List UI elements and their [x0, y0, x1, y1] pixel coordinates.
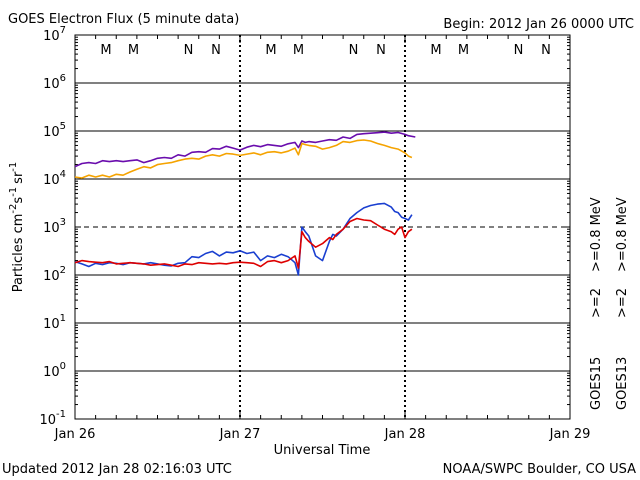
series-group — [74, 131, 416, 276]
y-axis-title: Particles cm-2s-1sr-1 — [8, 162, 26, 293]
y-tick-label: 106 — [43, 73, 66, 92]
mn-marker: M — [128, 43, 139, 58]
series-line-3 — [74, 217, 413, 269]
series-line-1 — [74, 139, 413, 179]
x-tick-label: Jan 29 — [549, 427, 591, 442]
series-line-2 — [74, 202, 413, 276]
mn-marker: M — [293, 43, 304, 58]
x-axis: Jan 26 Jan 27 Jan 28 Jan 29 — [54, 35, 591, 442]
legend-goes15-08mev: >=0.8 MeV — [589, 197, 604, 272]
y-tick-label: 102 — [43, 265, 66, 284]
legend-goes13: GOES13 — [615, 357, 630, 410]
mn-marker: N — [184, 43, 194, 58]
mn-marker: N — [541, 43, 551, 58]
mn-marker: N — [376, 43, 386, 58]
mn-marker: N — [211, 43, 221, 58]
y-axis: 107 106 105 104 103 102 101 100 10-1 — [39, 25, 570, 428]
updated-timestamp: Updated 2012 Jan 28 02:16:03 UTC — [2, 462, 232, 477]
series-line-0 — [74, 131, 416, 168]
y-tick-label: 100 — [43, 361, 66, 380]
x-axis-title: Universal Time — [274, 443, 371, 458]
legend-goes13-08mev: >=0.8 MeV — [615, 197, 630, 272]
y-tick-label: 105 — [43, 121, 66, 140]
y-tick-label: 10-1 — [39, 409, 66, 428]
credit: NOAA/SWPC Boulder, CO USA — [443, 462, 636, 477]
begin-time: Begin: 2012 Jan 26 0000 UTC — [443, 17, 634, 32]
gridlines — [75, 35, 570, 419]
y-tick-label: 107 — [43, 25, 66, 44]
legend-goes15: GOES15 — [589, 357, 604, 410]
y-tick-label: 101 — [43, 313, 66, 332]
mn-marker: M — [430, 43, 441, 58]
y-tick-label: 103 — [43, 217, 66, 236]
mn-marker: M — [458, 43, 469, 58]
x-tick-label: Jan 28 — [384, 427, 426, 442]
x-tick-label: Jan 26 — [54, 427, 96, 442]
chart-title: GOES Electron Flux (5 minute data) — [8, 12, 239, 27]
y-tick-label: 104 — [43, 169, 66, 188]
legend-goes13-2mev: >=2 — [615, 288, 630, 318]
mn-marker: M — [265, 43, 276, 58]
x-tick-label: Jan 27 — [219, 427, 261, 442]
mn-marker: N — [514, 43, 524, 58]
mn-marker: M — [100, 43, 111, 58]
mn-marker: N — [349, 43, 359, 58]
legend-goes15-2mev: >=2 — [589, 288, 604, 318]
